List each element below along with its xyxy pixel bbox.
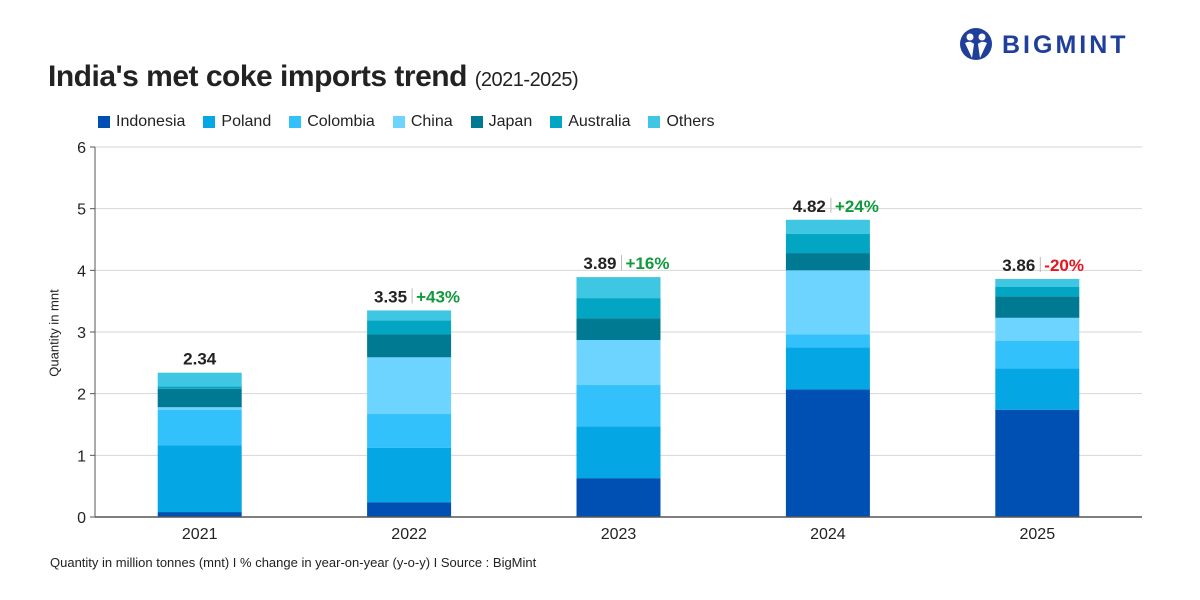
legend-label: Indonesia xyxy=(116,113,186,130)
bar-segment-colombia-2021 xyxy=(157,409,242,446)
y-tick-label: 0 xyxy=(77,510,86,527)
bar-segment-japan-2025 xyxy=(995,296,1080,318)
bar-segment-china-2022 xyxy=(367,357,452,415)
total-label: 3.35 xyxy=(374,287,407,306)
legend-item-poland: Poland xyxy=(203,113,271,131)
total-label: 4.82 xyxy=(793,197,826,216)
bar-segment-poland-2025 xyxy=(995,368,1080,410)
legend-item-colombia: Colombia xyxy=(289,113,375,131)
x-tick-label: 2024 xyxy=(810,526,846,543)
bigmint-logo: BIGMINT xyxy=(958,26,1129,64)
bar-segment-australia-2022 xyxy=(367,320,452,335)
legend-swatch xyxy=(392,116,405,128)
bar-segment-poland-2024 xyxy=(785,347,870,390)
y-tick-label: 2 xyxy=(77,387,86,404)
bar-segment-indonesia-2024 xyxy=(785,389,870,517)
bar-segment-australia-2024 xyxy=(785,233,870,254)
legend-swatch xyxy=(550,116,563,128)
total-label: 3.86 xyxy=(1002,256,1035,275)
legend-item-others: Others xyxy=(648,113,714,131)
bar-segment-colombia-2025 xyxy=(995,340,1080,369)
bar-segment-others-2021 xyxy=(157,372,242,387)
x-tick-label: 2021 xyxy=(182,526,218,543)
legend-item-indonesia: Indonesia xyxy=(98,113,185,131)
bar-segment-others-2025 xyxy=(995,278,1080,287)
legend-swatch xyxy=(470,116,483,128)
bar-segment-others-2024 xyxy=(785,219,870,234)
chart-title: India's met coke imports trend (2021-202… xyxy=(48,60,579,94)
y-tick-label: 6 xyxy=(77,140,86,157)
bar-segment-others-2022 xyxy=(367,310,452,321)
legend-swatch xyxy=(289,116,302,128)
yoy-change-label: -20% xyxy=(1044,256,1084,275)
x-tick-label: 2023 xyxy=(601,526,637,543)
y-tick-label: 3 xyxy=(77,325,86,342)
legend-label: Australia xyxy=(568,113,631,130)
legend-item-australia: Australia xyxy=(550,113,630,131)
bar-segment-japan-2024 xyxy=(785,253,870,271)
chart-footer: Quantity in million tonnes (mnt) I % cha… xyxy=(50,555,537,570)
logo-text: BIGMINT xyxy=(1002,30,1129,59)
legend-item-japan: Japan xyxy=(470,113,533,131)
title-text: India's met coke imports trend xyxy=(48,60,467,93)
bar-segment-others-2023 xyxy=(576,277,661,299)
bar-segment-japan-2023 xyxy=(576,318,661,341)
yoy-change-label: +43% xyxy=(416,287,460,306)
legend-label: China xyxy=(410,113,453,130)
bar-segment-china-2024 xyxy=(785,270,870,335)
legend-swatch xyxy=(648,116,661,128)
legend-label: Poland xyxy=(221,113,272,130)
chart-subtitle: (2021-2025) xyxy=(474,69,579,91)
chart-legend: Indonesia Poland Colombia China Japan Austral… xyxy=(98,113,732,131)
bar-segment-poland-2022 xyxy=(367,447,452,503)
bar-segment-poland-2021 xyxy=(157,445,242,513)
bar-segment-china-2021 xyxy=(157,407,242,410)
total-label: 3.89 xyxy=(583,254,616,273)
x-tick-label: 2025 xyxy=(1020,526,1056,543)
bar-segment-colombia-2024 xyxy=(785,334,870,348)
bar-segment-poland-2023 xyxy=(576,426,661,479)
total-label: 2.34 xyxy=(183,350,217,369)
yoy-change-label: +16% xyxy=(626,254,670,273)
y-tick-label: 1 xyxy=(77,448,86,465)
bar-segment-china-2025 xyxy=(995,317,1080,341)
bar-segment-indonesia-2022 xyxy=(367,502,452,517)
x-tick-label: 2022 xyxy=(391,526,427,543)
legend-label: Japan xyxy=(488,113,533,130)
bar-segment-australia-2025 xyxy=(995,286,1080,297)
bar-segment-colombia-2023 xyxy=(576,385,661,427)
bar-segment-indonesia-2023 xyxy=(576,478,661,517)
legend-label: Others xyxy=(666,113,715,130)
bar-segment-indonesia-2021 xyxy=(157,512,242,517)
bar-segment-japan-2021 xyxy=(157,388,242,408)
bigmint-logo-icon xyxy=(960,28,992,60)
legend-label: Colombia xyxy=(307,113,375,130)
y-tick-label: 5 xyxy=(77,202,86,219)
bar-segment-china-2023 xyxy=(576,340,661,386)
bar-segment-australia-2023 xyxy=(576,298,661,319)
bar-segment-colombia-2022 xyxy=(367,414,452,448)
legend-item-china: China xyxy=(392,113,453,131)
bar-segment-japan-2022 xyxy=(367,334,452,358)
y-tick-label: 4 xyxy=(77,263,86,280)
bar-segment-indonesia-2025 xyxy=(995,409,1080,517)
legend-swatch xyxy=(98,116,110,128)
yoy-change-label: +24% xyxy=(835,197,879,216)
legend-swatch xyxy=(203,116,216,128)
bar-segment-australia-2021 xyxy=(157,386,242,389)
